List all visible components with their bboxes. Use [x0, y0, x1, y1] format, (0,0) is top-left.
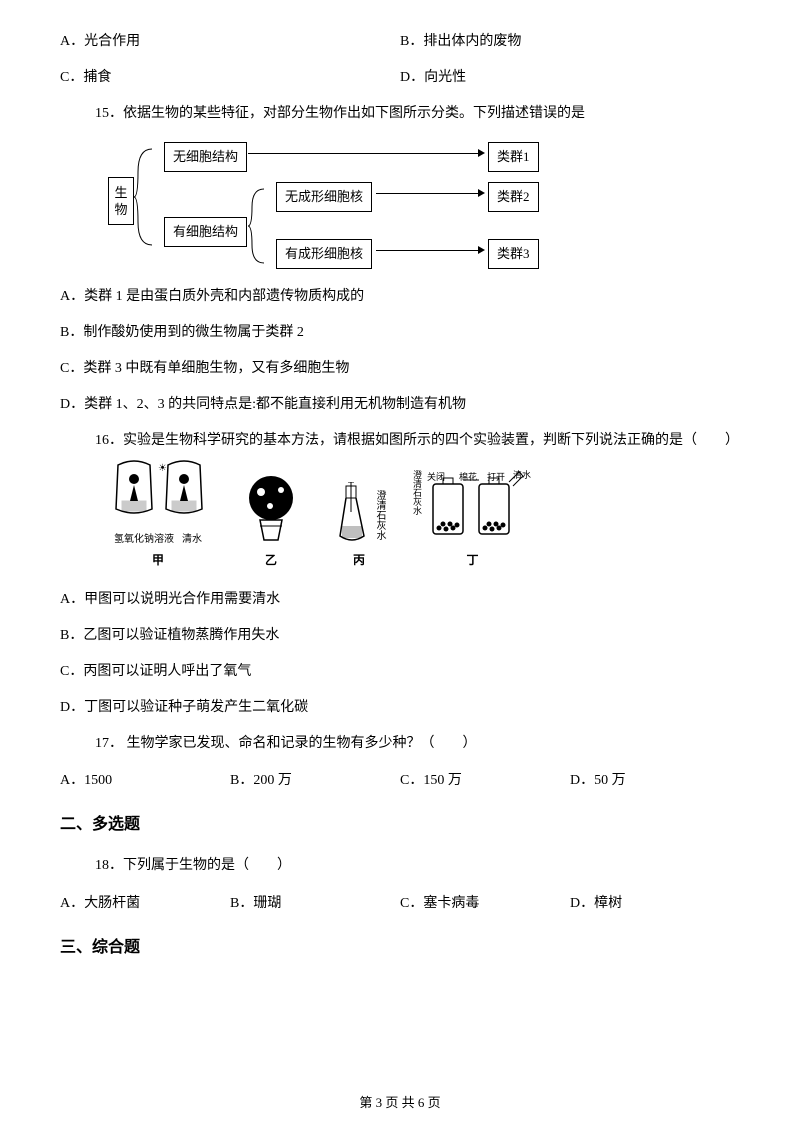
ding-open: 打开	[487, 471, 505, 482]
q15-opt-b: B．制作酸奶使用到的微生物属于类群 2	[60, 321, 740, 345]
q17-opt-d: D．50 万	[570, 769, 740, 793]
flask-icon	[334, 482, 370, 548]
q18-stem: 18．下列属于生物的是（ ）	[60, 854, 740, 878]
q15-stem: 15．依据生物的某些特征，对部分生物作出如下图所示分类。下列描述错误的是	[60, 102, 740, 126]
fig-bing: 澄清石灰水 丙	[334, 482, 384, 570]
d1-g3: 类群3	[488, 239, 539, 269]
bing-sub: 澄清石灰水	[374, 490, 384, 540]
q15-opt-a: A．类群 1 是由蛋白质外壳和内部遗传物质构成的	[60, 285, 740, 309]
page-footer: 第 3 页 共 6 页	[0, 1092, 800, 1114]
section-multi: 二、多选题	[60, 811, 740, 838]
fig-jia: ☀ 氢氧化钠溶液 清水 甲	[108, 459, 208, 570]
d1-root: 生物	[108, 177, 134, 225]
bracket-hascell	[248, 187, 274, 265]
arrow-g3	[478, 246, 485, 254]
jia-sub-b: 清水	[182, 531, 202, 548]
q16-opt-d: D．丁图可以验证种子萌发产生二氧化碳	[60, 696, 740, 720]
q17-options: A．1500 B．200 万 C．150 万 D．50 万	[60, 769, 740, 793]
ding-lime: 澄清石灰水	[412, 470, 421, 515]
jia-label: 甲	[152, 550, 164, 570]
line-g3	[376, 250, 478, 251]
fig-yi: 乙	[236, 470, 306, 570]
bing-label: 丙	[353, 550, 365, 570]
q14-row1: A．光合作用 B．排出体内的废物	[60, 30, 740, 54]
line-g1	[248, 153, 478, 154]
jar-pair-icon: ☀	[108, 459, 208, 529]
q16-opt-a: A．甲图可以说明光合作用需要清水	[60, 588, 740, 612]
yi-label: 乙	[265, 550, 277, 570]
q17-opt-b: B．200 万	[230, 769, 400, 793]
q17-stem: 17． 生物学家已发现、命名和记录的生物有多少种？（ ）	[60, 732, 740, 756]
ding-close: 关闭	[427, 471, 445, 482]
experiment-figures: ☀ 氢氧化钠溶液 清水 甲 乙	[108, 470, 740, 570]
q14-opt-a: A．光合作用	[60, 30, 400, 54]
potted-plant-icon	[236, 470, 306, 548]
d1-nocell: 无细胞结构	[164, 142, 247, 172]
arrow-g1	[478, 149, 485, 157]
arrow-g2	[478, 189, 485, 197]
q18-opt-b: B．珊瑚	[230, 892, 400, 916]
q18-options: A．大肠杆菌 B．珊瑚 C．塞卡病毒 D．樟树	[60, 892, 740, 916]
q18-opt-a: A．大肠杆菌	[60, 892, 230, 916]
q14-opt-d: D．向光性	[400, 66, 740, 90]
d1-root-text: 生物	[114, 185, 127, 217]
seed-bottles-icon: 关闭 棉花 打开 清水	[423, 470, 533, 548]
q14-row2: C．捕食 D．向光性	[60, 66, 740, 90]
q18-opt-c: C．塞卡病毒	[400, 892, 570, 916]
q16-opt-c: C．丙图可以证明人呼出了氧气	[60, 660, 740, 684]
classification-diagram: 生物 无细胞结构 有细胞结构 类群1 无成形细胞核 有成形细胞核 类群2 类群3	[108, 139, 588, 269]
q17-opt-a: A．1500	[60, 769, 230, 793]
q16-opt-b: B．乙图可以验证植物蒸腾作用失水	[60, 624, 740, 648]
fig-ding: 澄清石灰水 关闭 棉花 打开 清水 丁	[412, 470, 533, 570]
q18-opt-d: D．樟树	[570, 892, 740, 916]
section-comprehensive: 三、综合题	[60, 934, 740, 961]
line-g2	[376, 193, 478, 194]
q14-opt-b: B．排出体内的废物	[400, 30, 740, 54]
d1-g1: 类群1	[488, 142, 539, 172]
q16-stem: 16．实验是生物科学研究的基本方法，请根据如图所示的四个实验装置，判断下列说法正…	[60, 429, 740, 453]
q15-opt-c: C．类群 3 中既有单细胞生物，又有多细胞生物	[60, 357, 740, 381]
jia-sub-a: 氢氧化钠溶液	[114, 531, 174, 548]
d1-g2: 类群2	[488, 182, 539, 212]
q15-opt-d: D．类群 1、2、3 的共同特点是:都不能直接利用无机物制造有机物	[60, 393, 740, 417]
q17-opt-c: C．150 万	[400, 769, 570, 793]
d1-nonucleus: 无成形细胞核	[276, 182, 372, 212]
bracket-root	[134, 147, 164, 247]
ding-label: 丁	[466, 550, 478, 570]
d1-hascell: 有细胞结构	[164, 217, 247, 247]
q14-opt-c: C．捕食	[60, 66, 400, 90]
svg-text:☀: ☀	[158, 463, 167, 474]
d1-hasnucleus: 有成形细胞核	[276, 239, 372, 269]
